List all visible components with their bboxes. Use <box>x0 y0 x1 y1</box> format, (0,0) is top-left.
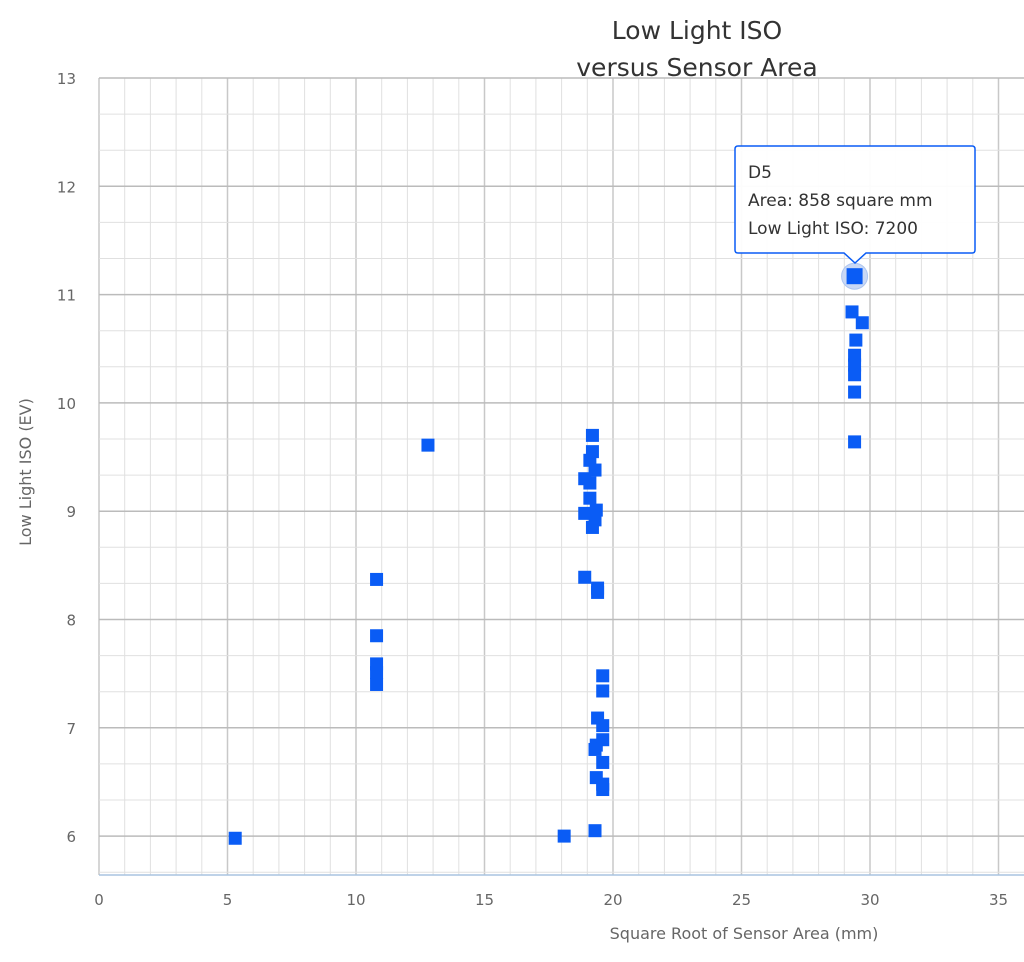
data-point[interactable] <box>596 684 610 698</box>
data-point[interactable] <box>370 572 384 586</box>
data-point[interactable] <box>585 428 599 442</box>
y-tick-label: 8 <box>66 612 76 630</box>
x-tick-label: 30 <box>860 891 879 909</box>
data-point[interactable] <box>849 333 863 347</box>
chart-title-line-1: Low Light ISO <box>612 16 782 45</box>
tooltip-name: D5 <box>748 163 772 183</box>
x-tick-label: 35 <box>989 891 1008 909</box>
data-point[interactable] <box>370 666 384 680</box>
data-point[interactable] <box>855 316 869 330</box>
data-point[interactable] <box>588 824 602 838</box>
data-point-highlighted[interactable] <box>846 268 863 285</box>
data-point[interactable] <box>848 368 862 382</box>
data-point[interactable] <box>228 831 242 845</box>
tooltip-iso: Low Light ISO: 7200 <box>748 219 918 239</box>
tick-labels: 0 5 10 15 20 25 30 35 6 7 8 9 10 11 12 13 <box>57 70 1008 909</box>
data-point[interactable] <box>578 570 592 584</box>
y-tick-label: 6 <box>66 828 76 846</box>
data-point[interactable] <box>596 719 610 733</box>
tooltip-area: Area: 858 square mm <box>748 191 933 211</box>
data-points <box>228 262 869 845</box>
data-point[interactable] <box>421 438 435 452</box>
y-axis-label: Low Light ISO (EV) <box>16 398 35 546</box>
x-tick-label: 25 <box>732 891 751 909</box>
data-point[interactable] <box>588 463 602 477</box>
y-tick-label: 9 <box>66 503 76 521</box>
y-tick-label: 11 <box>57 287 76 305</box>
data-point[interactable] <box>588 742 602 756</box>
x-tick-label: 0 <box>94 891 104 909</box>
y-tick-label: 12 <box>57 178 76 196</box>
data-point[interactable] <box>578 506 592 520</box>
tooltip-box <box>734 145 976 265</box>
x-tick-label: 15 <box>475 891 494 909</box>
y-tick-label: 7 <box>66 720 76 738</box>
data-point[interactable] <box>845 305 859 319</box>
data-point[interactable] <box>557 829 571 843</box>
tooltip: D5 Area: 858 square mm Low Light ISO: 72… <box>734 145 976 265</box>
x-tick-label: 5 <box>223 891 233 909</box>
data-point[interactable] <box>583 476 597 490</box>
data-point[interactable] <box>596 669 610 683</box>
y-tick-label: 13 <box>57 70 76 88</box>
y-tick-label: 10 <box>57 395 76 413</box>
data-point[interactable] <box>848 435 862 449</box>
data-point[interactable] <box>370 629 384 643</box>
data-point[interactable] <box>596 755 610 769</box>
chart-title-line-2: versus Sensor Area <box>576 53 817 82</box>
x-tick-label: 10 <box>346 891 365 909</box>
data-point[interactable] <box>596 783 610 797</box>
data-point[interactable] <box>591 585 605 599</box>
x-axis-label: Square Root of Sensor Area (mm) <box>610 924 879 943</box>
x-tick-label: 20 <box>603 891 622 909</box>
data-point[interactable] <box>848 385 862 399</box>
data-point[interactable] <box>583 491 597 505</box>
data-point[interactable] <box>585 520 599 534</box>
data-point[interactable] <box>370 677 384 691</box>
